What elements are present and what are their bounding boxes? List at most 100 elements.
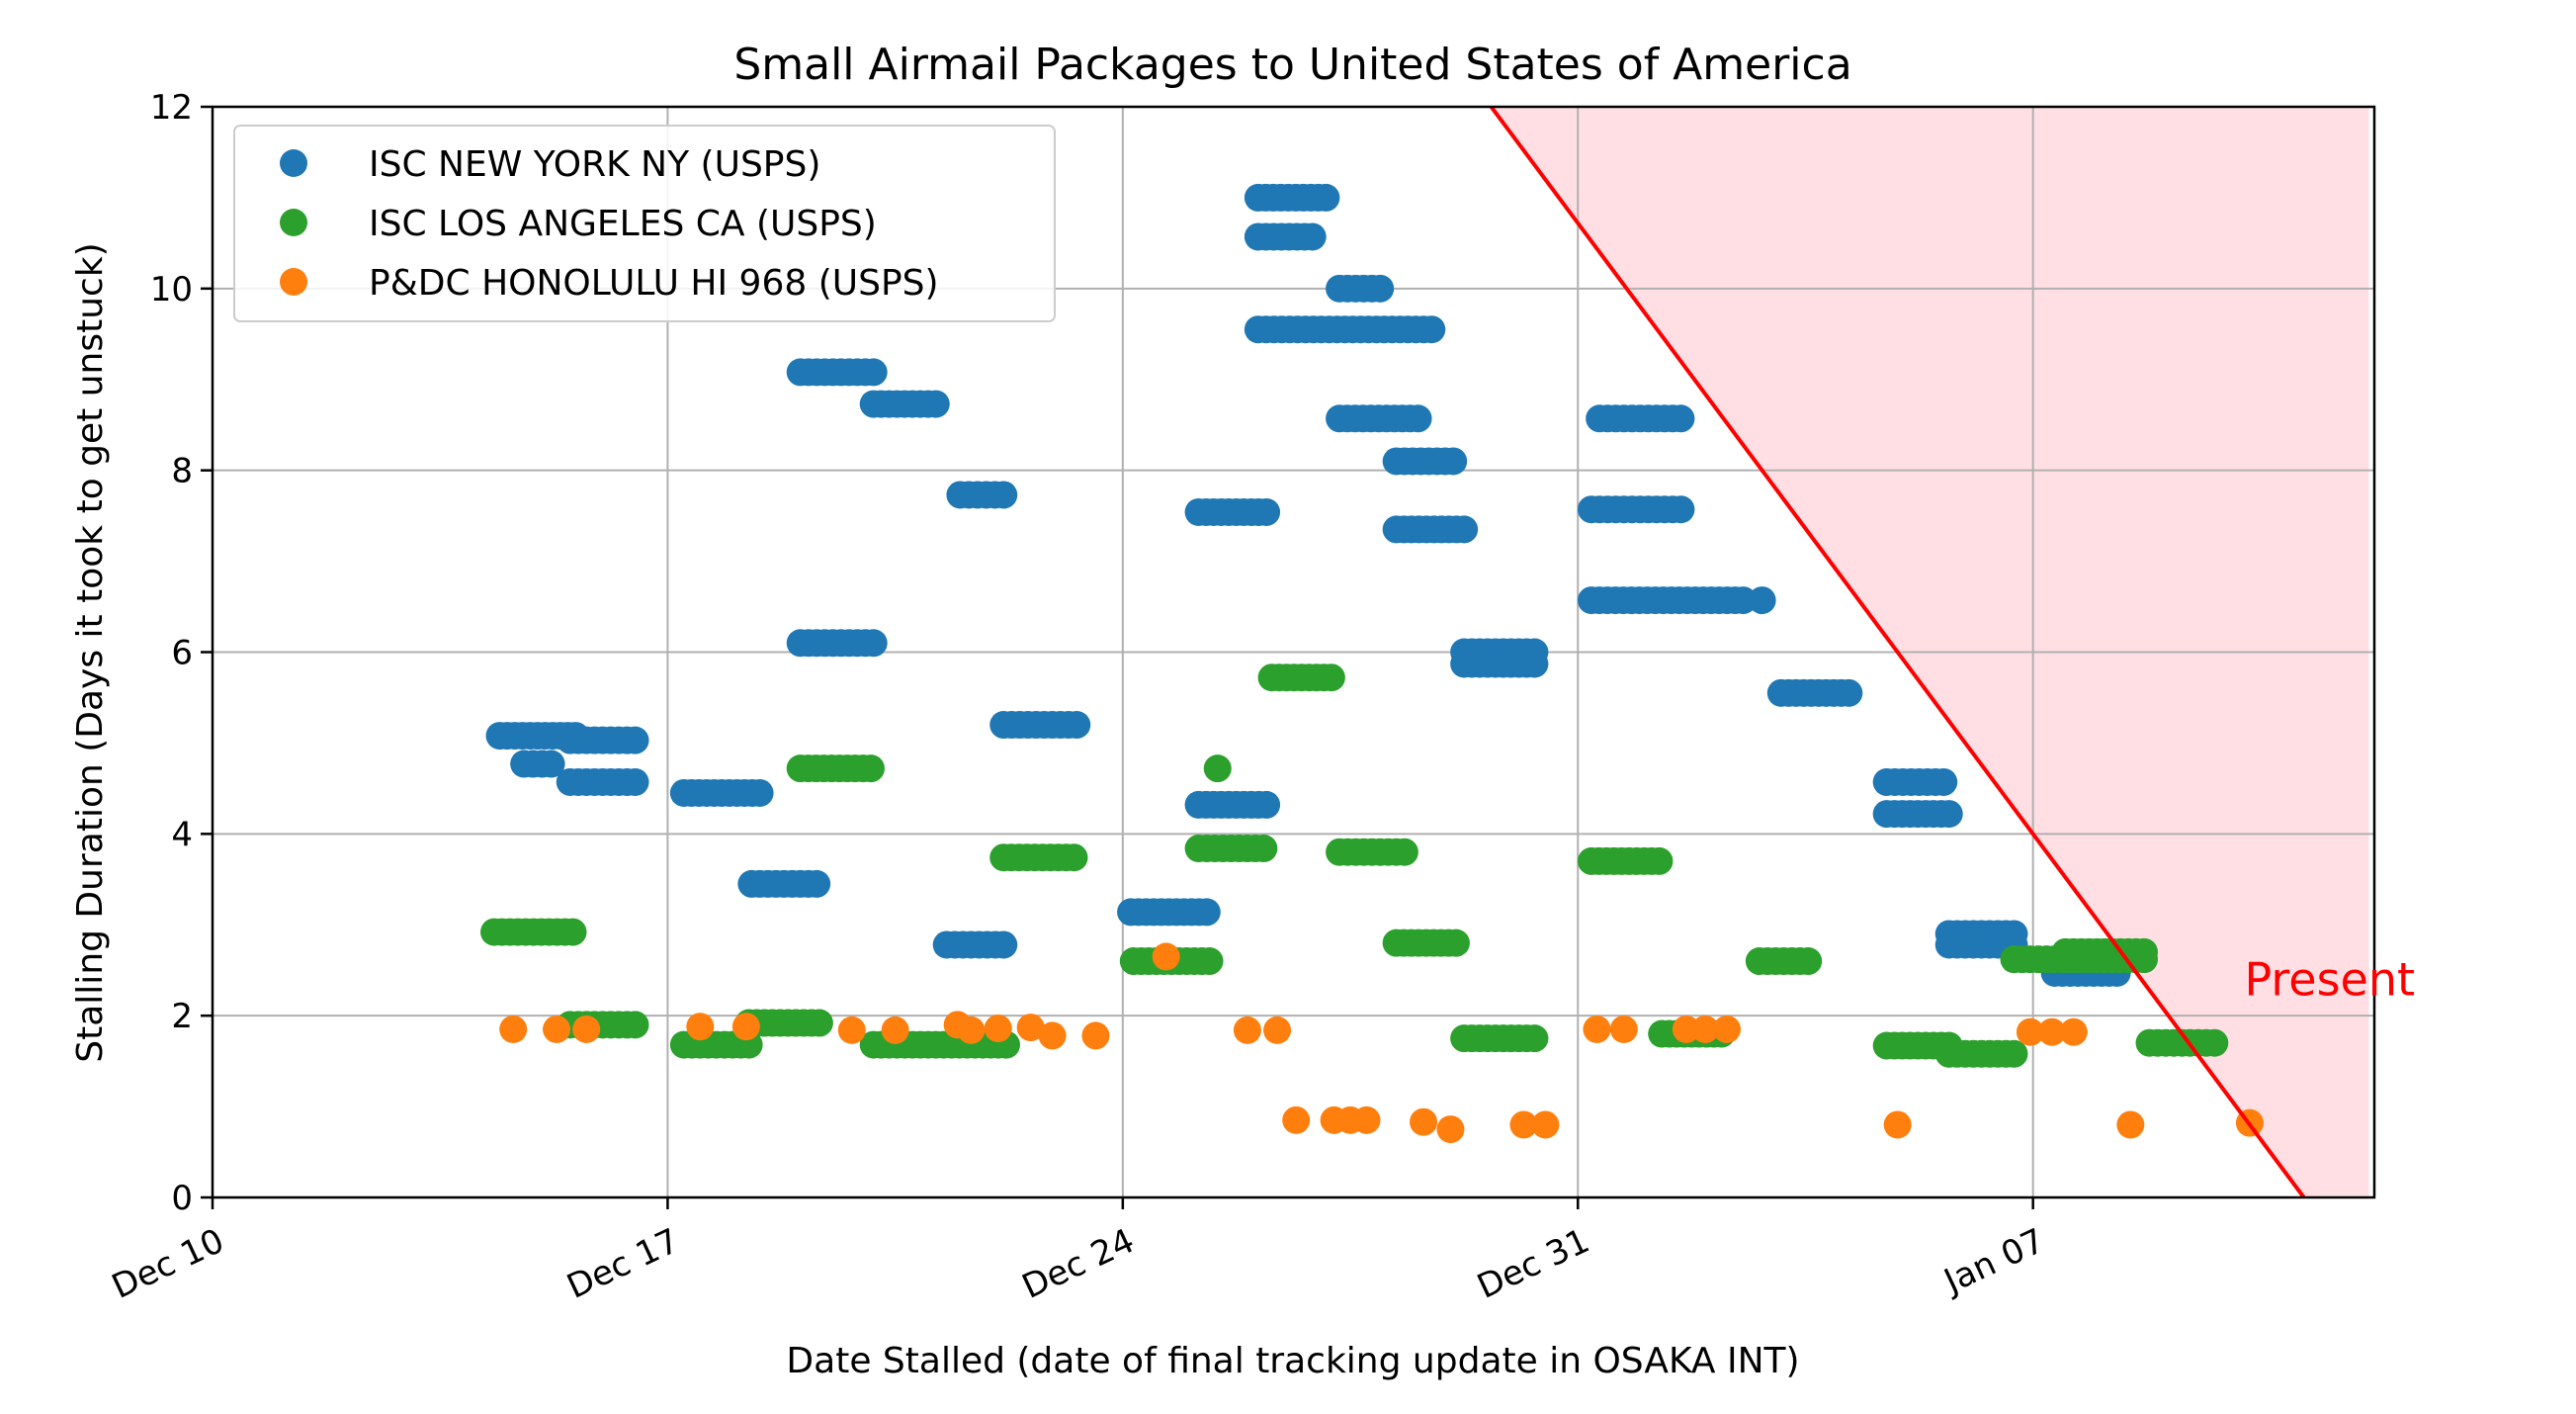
x-axis-ticks: Dec 10 Dec 17 Dec 24 Dec 31 Jan 07 (106, 1197, 2050, 1307)
series-0 (485, 183, 2131, 987)
data-point (1509, 1110, 1538, 1139)
series-2 (499, 942, 2264, 1144)
legend-label-los-angeles: ISC LOS ANGELES CA (USPS) (369, 204, 877, 244)
data-point (2037, 1017, 2066, 1046)
data-point (686, 1013, 715, 1041)
x-axis-label: Date Stalled (date of final tracking upd… (786, 1341, 1799, 1381)
data-point (1404, 404, 1432, 433)
data-point (2200, 1028, 2229, 1057)
y-tick-label: 12 (150, 88, 193, 128)
data-point (499, 1015, 528, 1043)
data-points (480, 183, 2264, 1144)
legend-box (233, 125, 1056, 322)
data-point (572, 1015, 601, 1043)
data-point (1450, 515, 1479, 544)
data-point (1531, 1110, 1560, 1139)
x-tick-label: Dec 10 (106, 1221, 230, 1307)
data-point (731, 1013, 760, 1041)
data-point (2059, 1017, 2088, 1046)
legend-marker-new-york (280, 149, 307, 177)
data-point (1203, 754, 1232, 783)
y-axis-label: Stalling Duration (Days it took to get u… (70, 242, 111, 1062)
data-point (837, 1016, 866, 1044)
data-point (1934, 800, 1963, 829)
data-point (1263, 1016, 1292, 1044)
data-point (543, 1015, 571, 1043)
data-point (2000, 1039, 2028, 1068)
data-point (1712, 1015, 1741, 1043)
data-point (537, 750, 565, 778)
data-point (856, 754, 885, 783)
data-point (1930, 767, 1958, 796)
legend-label-honolulu: P&DC HONOLULU HI 968 (USPS) (369, 263, 939, 304)
data-point (1233, 1016, 1261, 1044)
data-point (2130, 937, 2159, 966)
x-tick-label: Dec 31 (1472, 1221, 1596, 1307)
data-point (1794, 947, 1823, 976)
data-point (1691, 1015, 1720, 1043)
data-point (1016, 1014, 1045, 1042)
x-tick-label: Dec 24 (1016, 1221, 1141, 1307)
data-point (803, 869, 831, 898)
legend: ISC NEW YORK NY (USPS) ISC LOS ANGELES C… (233, 125, 1056, 322)
data-point (1835, 678, 1863, 707)
data-point (1520, 1024, 1549, 1053)
data-point (2016, 1017, 2044, 1046)
data-point (1883, 1110, 1912, 1139)
data-point (1520, 650, 1549, 678)
data-point (621, 1011, 649, 1039)
data-point (1609, 1015, 1638, 1043)
data-point (859, 629, 888, 658)
data-point (1748, 586, 1776, 615)
data-point (1672, 1015, 1700, 1043)
present-line (1489, 107, 2306, 1197)
data-point (1583, 1015, 1611, 1043)
data-point (1729, 586, 1758, 615)
data-point (1063, 711, 1091, 740)
data-point (1667, 495, 1695, 524)
legend-marker-honolulu (280, 268, 307, 296)
y-tick-label: 2 (171, 997, 193, 1036)
y-tick-label: 6 (171, 634, 193, 673)
data-point (1038, 1021, 1067, 1050)
y-tick-label: 0 (171, 1179, 193, 1218)
data-point (1366, 274, 1395, 303)
y-axis-ticks: 0 2 4 6 8 10 12 (150, 88, 213, 1218)
present-line-group (1489, 107, 2306, 1197)
data-point (745, 778, 774, 807)
data-point (1081, 1021, 1110, 1050)
data-point (859, 358, 888, 387)
data-point (1439, 447, 1468, 476)
data-point (1436, 1115, 1465, 1144)
data-point (1249, 835, 1278, 863)
y-tick-label: 8 (171, 452, 193, 491)
data-point (558, 918, 587, 946)
data-point (1410, 1107, 1438, 1136)
data-point (1192, 898, 1221, 927)
data-point (989, 481, 1018, 509)
data-point (1195, 947, 1224, 976)
data-point (881, 1016, 909, 1044)
present-annotation: Present (2244, 952, 2415, 1006)
data-point (621, 767, 649, 796)
data-point (1152, 942, 1180, 971)
data-point (621, 726, 649, 754)
legend-label-new-york: ISC NEW YORK NY (USPS) (369, 144, 820, 185)
data-point (1667, 404, 1695, 433)
data-point (1390, 838, 1418, 866)
y-tick-label: 4 (171, 815, 193, 854)
data-point (1441, 928, 1470, 957)
data-point (2116, 1110, 2145, 1139)
data-point (1417, 315, 1446, 344)
data-point (1252, 497, 1281, 526)
data-point (1282, 1105, 1311, 1134)
data-point (1645, 846, 1674, 875)
legend-marker-los-angeles (280, 209, 307, 236)
x-tick-label: Jan 07 (1936, 1221, 2050, 1302)
data-point (1312, 183, 1340, 212)
y-tick-label: 10 (150, 270, 193, 309)
data-point (1352, 1105, 1381, 1134)
data-point (989, 930, 1018, 959)
data-point (805, 1009, 833, 1037)
